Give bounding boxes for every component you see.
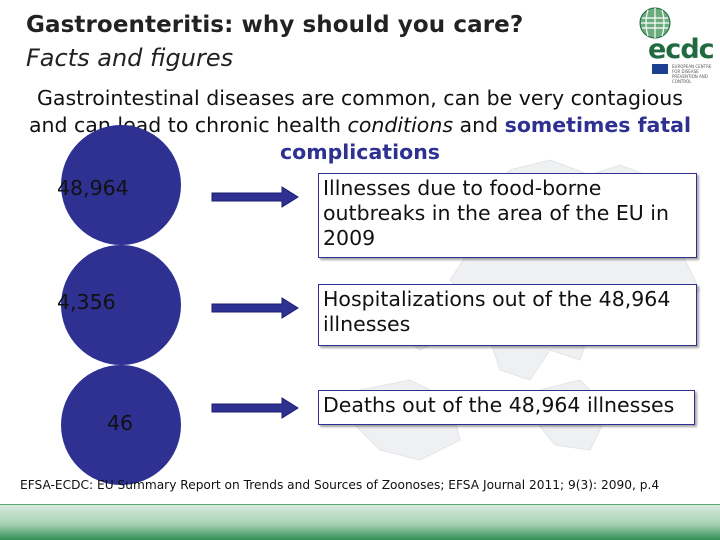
fact-text-1: Illnesses due to food-borne outbreaks in…: [323, 176, 669, 250]
intro-part1: Gastrointestinal diseases are common, ca…: [28, 86, 683, 137]
fact-box-2: Hospitalizations out of the 48,964 illne…: [318, 284, 697, 346]
fact-circle-3: [61, 365, 181, 485]
intro-part3: and: [453, 113, 505, 137]
intro-part2: conditions: [347, 113, 454, 137]
slide-title: Gastroenteritis: why should you care?: [26, 12, 524, 38]
intro-highlight: sometimes fatal complications: [279, 113, 692, 164]
source-citation: EFSA-ECDC: EU Summary Report on Trends a…: [20, 478, 660, 492]
right-arrow-icon: [211, 297, 299, 319]
ecdc-logo: ecdc EUROPEAN CENTRE FOR DISEASE PREVENT…: [630, 6, 715, 84]
slide-subtitle: Facts and figures: [26, 44, 234, 72]
eu-flag-icon: [652, 64, 668, 74]
fact-text-3: Deaths out of the 48,964 illnesses: [323, 393, 675, 417]
fact-box-1: Illnesses due to food-borne outbreaks in…: [318, 173, 697, 258]
logo-small-text: EUROPEAN CENTRE FOR DISEASE PREVENTION A…: [672, 64, 712, 84]
intro-text: Gastrointestinal diseases are common, ca…: [20, 85, 700, 166]
fact-circle-2: [61, 245, 181, 365]
right-arrow-icon: [211, 397, 299, 419]
logo-text: ecdc: [648, 34, 715, 65]
fact-number-1: 48,964: [57, 176, 129, 200]
footer-divider: [0, 504, 720, 505]
fact-text-2: Hospitalizations out of the 48,964 illne…: [323, 287, 671, 336]
fact-circle-1: [61, 125, 181, 245]
globe-icon: [639, 7, 671, 39]
fact-number-2: 4,356: [57, 290, 116, 314]
fact-number-3: 46: [107, 411, 134, 435]
right-arrow-icon: [211, 186, 299, 208]
fact-box-3: Deaths out of the 48,964 illnesses: [318, 390, 695, 425]
footer-bar: [0, 504, 720, 540]
